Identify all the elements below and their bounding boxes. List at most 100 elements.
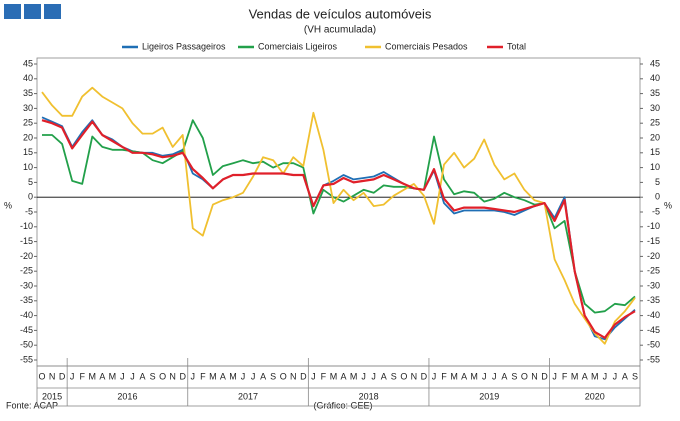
y-tick-label: 30 [23,103,33,113]
x-tick-label: A [140,371,146,381]
credit: (Gráfico: GEE) [313,400,372,410]
y-tick-label: -50 [20,340,33,350]
series-line [41,86,636,345]
y-tick-label: 35 [23,88,33,98]
y-tick-label: -25 [20,266,33,276]
legend-label: Total [507,41,526,51]
x-tick-label: M [109,371,117,381]
x-tick-label: J [251,371,256,381]
x-tick-label: J [130,371,135,381]
x-tick-label: N [49,371,56,381]
x-tick-label: F [441,371,447,381]
x-tick-label: F [321,371,327,381]
x-tick-label: O [521,371,528,381]
x-tick-label: D [421,371,428,381]
legend-label: Comerciais Pesados [385,41,468,51]
x-tick-label: J [361,371,366,381]
y2-tick-label: -30 [647,280,660,290]
x-tick-label: A [260,371,266,381]
x-tick-label: A [461,371,467,381]
x-tick-label: M [330,371,338,381]
y-axis-label: % [4,200,12,210]
y-tick-label: -35 [20,295,33,305]
legend-label: Comerciais Ligeiros [258,41,338,51]
y2-tick-label: -45 [647,325,660,335]
y-tick-label: -5 [25,206,33,216]
y-tick-label: -40 [20,310,33,320]
y-tick-label: 10 [23,162,33,172]
x-tick-label: J [603,371,608,381]
x-tick-label: O [280,371,287,381]
x-tick-label: J [482,371,487,381]
y-tick-label: 40 [23,73,33,83]
x-tick-label: D [179,371,186,381]
series-line [41,119,636,339]
x-tick-label: F [562,371,568,381]
x-tick-label: S [632,371,638,381]
y2-tick-label: 40 [650,73,660,83]
x-tick-label: S [511,371,517,381]
y2-tick-label: 15 [650,147,660,157]
x-tick-label: S [150,371,156,381]
logo-block [44,4,61,19]
x-tick-label: S [270,371,276,381]
x-tick-label: J [552,371,557,381]
year-label: 2017 [238,391,258,401]
year-label: 2018 [359,391,379,401]
y2-tick-label: -25 [647,266,660,276]
x-tick-label: J [432,371,437,381]
x-tick-label: O [159,371,166,381]
y-tick-label: -55 [20,354,33,364]
year-label: 2015 [42,391,62,401]
y2-tick-label: 10 [650,162,660,172]
x-tick-label: J [70,371,75,381]
x-tick-label: J [241,371,246,381]
y-tick-label: -15 [20,236,33,246]
x-tick-label: S [391,371,397,381]
x-tick-label: D [541,371,548,381]
x-tick-label: J [613,371,618,381]
y-tick-label: -45 [20,325,33,335]
y2-tick-label: 30 [650,103,660,113]
x-tick-label: O [39,371,46,381]
x-tick-label: N [531,371,538,381]
legend-label: Ligeiros Passageiros [142,41,226,51]
chart-subtitle: (VH acumulada) [304,25,376,36]
x-tick-label: D [300,371,307,381]
source: Fonte: ACAP [6,400,58,410]
y2-tick-label: 20 [650,132,660,142]
x-tick-label: A [501,371,507,381]
y-tick-label: 45 [23,58,33,68]
year-label: 2020 [585,391,605,401]
x-tick-label: D [59,371,66,381]
x-tick-label: J [120,371,125,381]
y2-tick-label: 35 [650,88,660,98]
year-label: 2016 [117,391,137,401]
y-tick-label: 0 [28,192,33,202]
x-tick-label: M [450,371,458,381]
y2-tick-label: 25 [650,118,660,128]
y2-tick-label: -20 [647,251,660,261]
y2-axis-label: % [664,200,672,210]
x-tick-label: M [571,371,579,381]
category-frame [36,365,641,407]
y-tick-label: -20 [20,251,33,261]
x-tick-label: A [341,371,347,381]
y2-tick-label: -5 [652,206,660,216]
x-tick-label: N [411,371,418,381]
x-tick-label: M [209,371,217,381]
x-tick-label: F [79,371,85,381]
x-tick-label: A [99,371,105,381]
logo-block [4,4,21,19]
y2-tick-label: -10 [647,221,660,231]
x-tick-label: J [492,371,497,381]
y2-tick-label: -15 [647,236,660,246]
x-tick-label: A [622,371,628,381]
y2-tick-label: -35 [647,295,660,305]
x-tick-label: J [311,371,316,381]
y2-tick-label: 5 [655,177,660,187]
x-tick-label: M [470,371,478,381]
y2-tick-label: 0 [655,192,660,202]
x-tick-label: J [371,371,376,381]
x-tick-label: M [89,371,97,381]
